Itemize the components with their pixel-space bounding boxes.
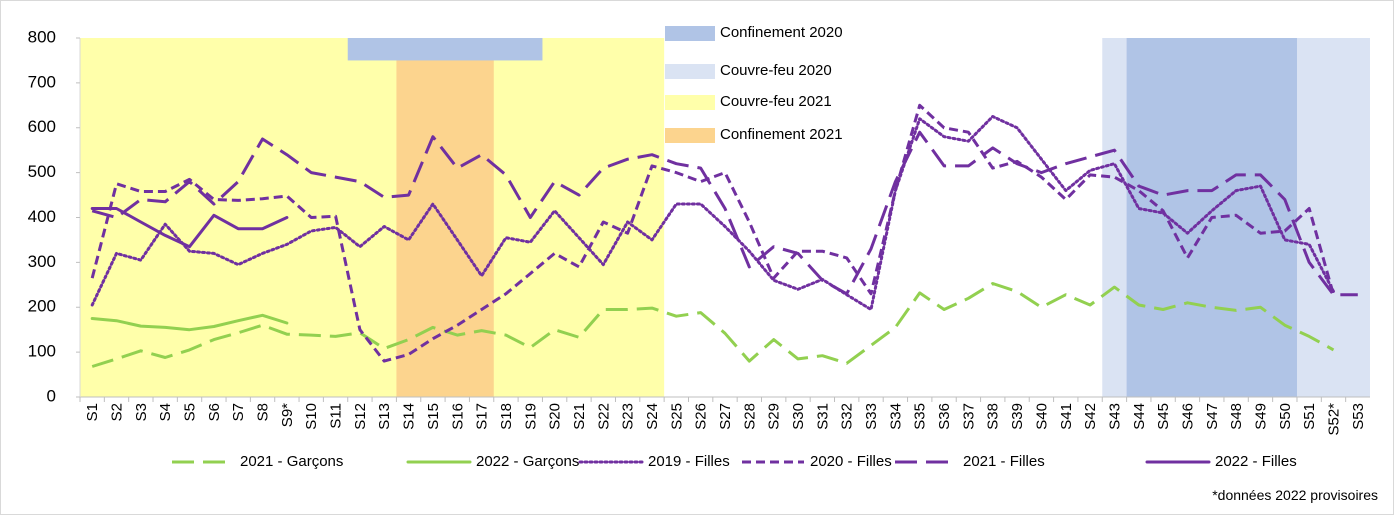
x-tick-label: S45	[1155, 403, 1172, 430]
x-tick-label: S23	[620, 403, 637, 430]
x-tick-label: S5	[182, 403, 199, 421]
shaded-region	[396, 38, 494, 397]
series-line	[90, 103, 1335, 363]
x-tick-label: S6	[206, 403, 223, 421]
x-tick-label: S44	[1131, 403, 1148, 430]
x-tick-label: S47	[1204, 403, 1221, 430]
legend-label: 2019 - Filles	[648, 453, 730, 470]
x-tick-label: S35	[912, 403, 929, 430]
y-tick-label: 0	[47, 386, 56, 405]
x-tick-label: S42	[1082, 403, 1099, 430]
x-tick-label: S9*	[279, 403, 296, 427]
x-tick-label: S16	[449, 403, 466, 430]
y-tick-label: 800	[28, 27, 56, 46]
region-legend-label: Confinement 2021	[720, 126, 843, 143]
y-tick-label: 700	[28, 72, 56, 91]
shaded-region	[347, 38, 543, 61]
x-tick-label: S15	[425, 403, 442, 430]
x-tick-label: S26	[693, 403, 710, 430]
series-line	[91, 282, 1335, 368]
x-tick-label: S24	[644, 403, 661, 430]
region-legend-swatch	[665, 64, 715, 79]
series-line	[90, 115, 1335, 311]
x-tick-label: S38	[985, 403, 1002, 430]
x-tick-label: S25	[668, 403, 685, 430]
x-tick-label: S36	[936, 403, 953, 430]
x-tick-label: S14	[401, 403, 418, 430]
x-tick-label: S21	[571, 403, 588, 430]
x-tick-label: S20	[547, 403, 564, 430]
x-tick-label: S18	[498, 403, 515, 430]
legend-label: 2022 - Filles	[1215, 453, 1297, 470]
legend-label: 2021 - Garçons	[240, 453, 343, 470]
x-tick-label: S46	[1179, 403, 1196, 430]
x-tick-label: S7	[230, 403, 247, 421]
region-legend-swatch	[665, 26, 715, 41]
x-tick-label: S40	[1033, 403, 1050, 430]
legend-label: 2022 - Garçons	[476, 453, 579, 470]
region-legend-label: Couvre-feu 2020	[720, 62, 832, 79]
x-tick-label: S53	[1350, 403, 1367, 430]
x-tick-label: S51	[1301, 403, 1318, 430]
x-tick-label: S2	[109, 403, 126, 421]
x-tick-label: S22	[595, 403, 612, 430]
x-tick-label: S10	[303, 403, 320, 430]
x-tick-label: S3	[133, 403, 150, 421]
region-legend-swatch	[665, 95, 715, 110]
x-tick-label: S8	[255, 403, 272, 421]
x-tick-label: S27	[717, 403, 734, 430]
x-tick-label: S37	[960, 403, 977, 430]
y-tick-label: 600	[28, 117, 56, 136]
region-legend-swatch	[665, 128, 715, 143]
series-line	[91, 130, 1358, 297]
legend-label: 2020 - Filles	[810, 453, 892, 470]
x-tick-label: S1	[84, 403, 101, 421]
x-tick-label: S29	[766, 403, 783, 430]
x-tick-label: S33	[863, 403, 880, 430]
region-legend-label: Couvre-feu 2021	[720, 93, 832, 110]
x-tick-label: S12	[352, 403, 369, 430]
region-legend-label: Confinement 2020	[720, 24, 843, 41]
y-tick-label: 300	[28, 252, 56, 271]
x-tick-label: S39	[1009, 403, 1026, 430]
x-tick-label: S13	[376, 403, 393, 430]
x-tick-label: S43	[1106, 403, 1123, 430]
x-tick-label: S31	[814, 403, 831, 430]
x-tick-label: S48	[1228, 403, 1245, 430]
x-tick-label: S4	[157, 403, 174, 421]
x-tick-label: S34	[887, 403, 904, 430]
x-tick-label: S41	[1058, 403, 1075, 430]
x-tick-label: S19	[522, 403, 539, 430]
x-tick-label: S17	[474, 403, 491, 430]
x-tick-label: S50	[1277, 403, 1294, 430]
footnote: *données 2022 provisoires	[1212, 487, 1378, 503]
y-tick-label: 500	[28, 162, 56, 181]
y-tick-label: 100	[28, 342, 56, 361]
shaded-region	[80, 38, 665, 397]
x-tick-label: S52*	[1325, 403, 1342, 436]
x-tick-label: S32	[839, 403, 856, 430]
series-line	[90, 207, 289, 249]
y-tick-label: 200	[28, 297, 56, 316]
series-line	[90, 313, 289, 332]
legend-label: 2021 - Filles	[963, 453, 1045, 470]
x-tick-label: S28	[741, 403, 758, 430]
x-tick-label: S30	[790, 403, 807, 430]
x-tick-label: S11	[328, 403, 345, 429]
x-tick-label: S49	[1252, 403, 1269, 430]
y-tick-label: 400	[28, 207, 56, 226]
